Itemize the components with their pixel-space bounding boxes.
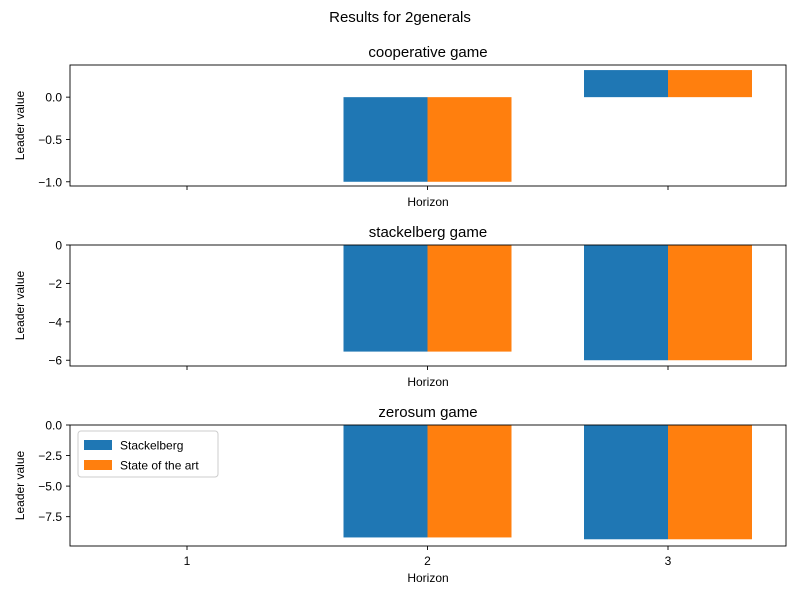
bar: [427, 425, 512, 538]
y-tick-label: −4: [48, 315, 62, 329]
y-tick-label: −5.0: [38, 480, 62, 494]
y-tick-label: 0.0: [45, 91, 62, 105]
y-tick-label: −2: [48, 277, 62, 291]
x-axis-label: Horizon: [407, 571, 448, 585]
y-tick-label: −0.5: [38, 133, 62, 147]
y-tick-label: 0.0: [45, 419, 62, 433]
y-axis-label: Leader value: [13, 270, 27, 340]
bar: [584, 70, 668, 98]
legend-box: [77, 430, 219, 478]
x-axis-label: Horizon: [407, 375, 448, 389]
subplot-1: 0.0 −0.5 −1.0 cooperative game Horizon Leader…: [13, 44, 787, 209]
subplot-title: stackelberg game: [369, 224, 487, 241]
plot-frame: [69, 424, 787, 547]
subplot-title: cooperative game: [368, 44, 487, 61]
bar: [343, 425, 428, 538]
figure-suptitle: Results for 2generals: [329, 9, 471, 26]
y-tick-label: −2.5: [38, 449, 62, 463]
bar: [584, 425, 668, 540]
subplot-title: zerosum game: [378, 404, 477, 421]
plot-frame: [69, 64, 787, 187]
x-tick-label: 1: [184, 554, 191, 568]
y-tick-label: −6: [48, 354, 62, 368]
bar: [427, 97, 512, 182]
y-axis-label: Leader value: [13, 450, 27, 520]
bar: [343, 245, 428, 352]
y-tick-label: 0: [55, 239, 62, 253]
legend-label: State of the art: [120, 459, 199, 473]
x-tick-label: 3: [665, 554, 672, 568]
bar: [668, 425, 752, 540]
y-tick-label: −7.5: [38, 510, 62, 524]
bar: [427, 245, 512, 352]
bar: [343, 97, 428, 182]
x-tick-label: 2: [424, 554, 431, 568]
legend-swatch: [84, 460, 112, 470]
legend-swatch: [84, 440, 112, 450]
subplot-2: 0 −2 −4 −6 stackelberg game Horizon Leader val…: [13, 224, 787, 389]
bar: [668, 70, 752, 98]
y-axis-label: Leader value: [13, 90, 27, 160]
bar: [668, 245, 752, 361]
bar: [584, 245, 668, 361]
subplot-3: 0.0 −2.5 −5.0 −7.5 1 2 3 zerosum game Horizon Lea…: [13, 404, 787, 585]
plot-frame: [69, 244, 787, 367]
legend: Stackelberg State of the art: [77, 430, 219, 478]
legend-label: Stackelberg: [120, 439, 183, 453]
x-axis-label: Horizon: [407, 195, 448, 209]
y-tick-label: −1.0: [38, 175, 62, 189]
